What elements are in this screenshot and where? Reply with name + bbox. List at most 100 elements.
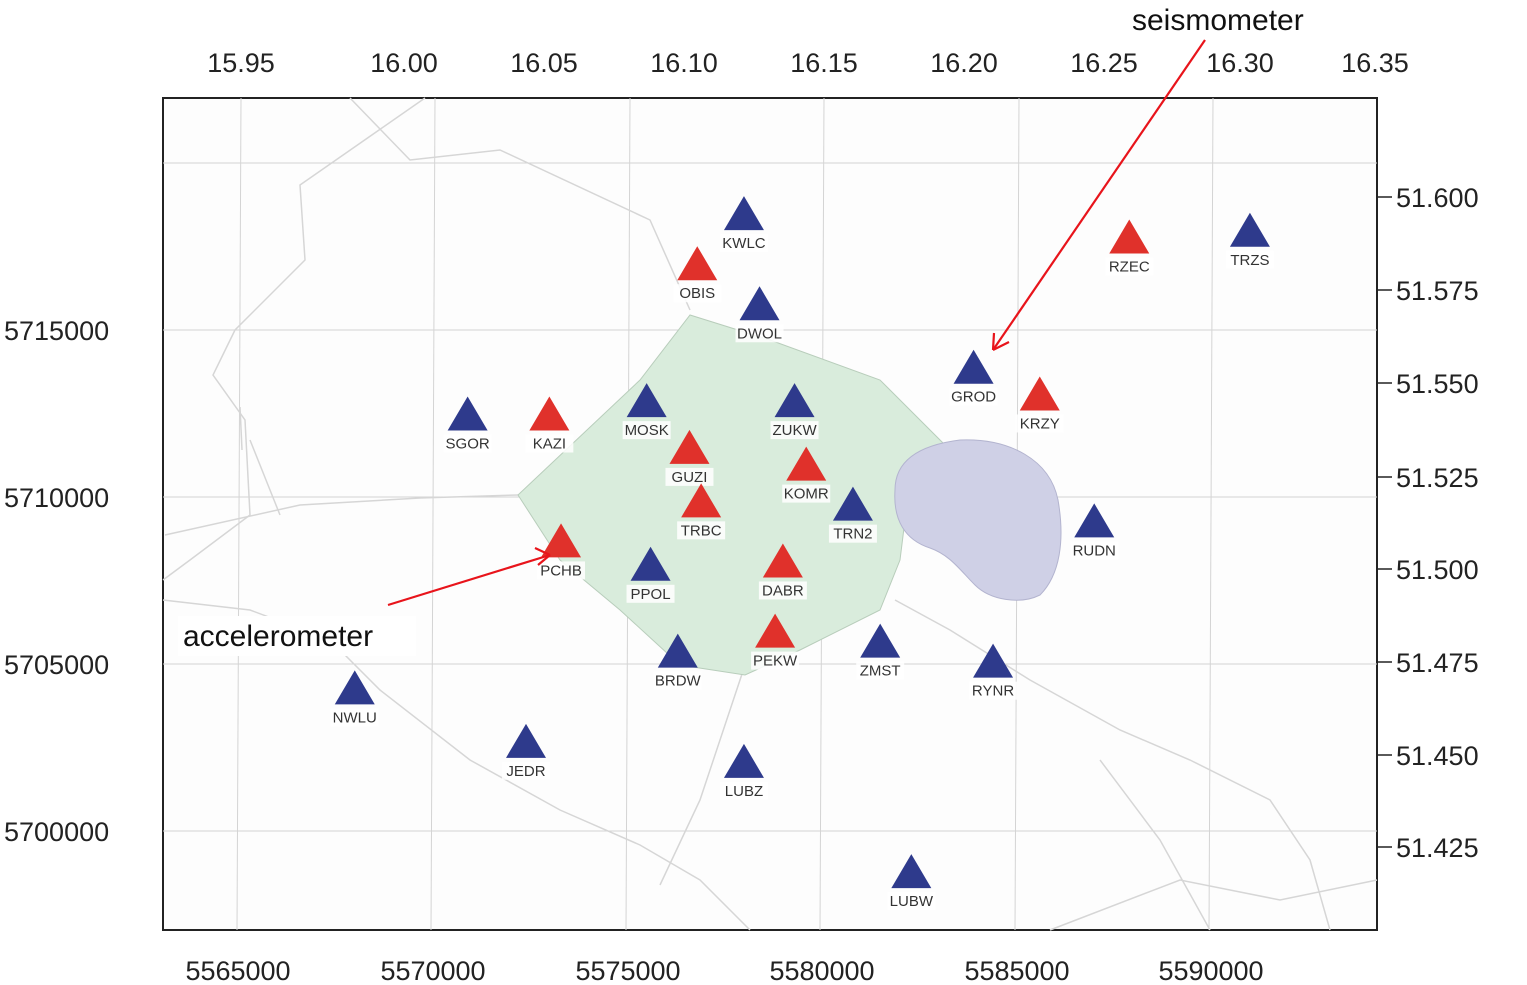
station-grod: GROD <box>949 349 998 406</box>
station-label: TRN2 <box>833 526 872 543</box>
station-rudn: RUDN <box>1070 503 1119 560</box>
station-dwol: DWOL <box>735 286 784 343</box>
axis-top: 15.95 16.00 16.05 16.10 16.15 16.20 16.2… <box>207 48 1409 78</box>
reservoir <box>894 439 1062 601</box>
station-krzy: KRZY <box>1015 376 1064 433</box>
station-label: GROD <box>951 389 996 406</box>
seismometer-triangle-icon <box>953 349 994 384</box>
accelerometer-triangle-icon <box>762 543 803 578</box>
station-pekw: PEKW <box>751 613 800 670</box>
seismometer-triangle-icon <box>506 723 547 758</box>
station-label-bg <box>665 467 714 486</box>
station-label: ZMST <box>860 663 901 680</box>
seismometer-triangle-icon <box>891 854 932 889</box>
axis-right-label: 51.525 <box>1396 463 1479 493</box>
seismometer-triangle-icon <box>739 286 780 321</box>
station-label: KAZI <box>533 436 566 453</box>
axis-top-label: 16.30 <box>1206 48 1274 78</box>
station-label-bg <box>673 284 722 303</box>
seismometer-triangle-icon <box>630 546 671 581</box>
station-label-bg <box>1015 414 1064 433</box>
seismometer-arrow-head <box>991 332 1010 351</box>
seismometer-triangle-icon <box>723 743 764 778</box>
seismometer-triangle-icon <box>657 633 698 668</box>
station-label-bg <box>525 434 574 453</box>
accelerometer-annotation: accelerometer <box>183 620 373 653</box>
station-label-bg <box>677 521 726 540</box>
stations-layer: KWLC OBIS DWOL RZEC TRZS GROD KRZY SGOR KAZI MOSK… <box>330 196 1274 911</box>
axis-left-label: 5700000 <box>4 817 109 847</box>
station-label: BRDW <box>655 673 702 690</box>
station-label-bg <box>828 524 877 543</box>
seismometer-triangle-icon <box>626 383 667 418</box>
station-label: GUZI <box>672 469 708 486</box>
station-label: JEDR <box>506 763 545 780</box>
accelerometer-triangle-icon <box>541 523 582 558</box>
station-label-bg <box>770 421 819 440</box>
station-label-bg <box>969 681 1018 700</box>
station-label: RZEC <box>1109 258 1150 275</box>
station-label: DWOL <box>737 325 782 342</box>
accelerometer-arrow <box>387 553 551 607</box>
station-label: NWLU <box>333 709 377 726</box>
axis-left-label: 5715000 <box>4 316 109 346</box>
accelerometer-triangle-icon <box>755 613 796 648</box>
accelerometer-triangle-icon <box>786 446 827 481</box>
station-label-bg <box>719 781 768 800</box>
axis-top-label: 16.20 <box>930 48 998 78</box>
accelerometer-annotation-bg <box>178 616 416 656</box>
station-nwlu: NWLU <box>330 670 379 727</box>
station-label: PPOL <box>631 586 671 603</box>
seismometer-triangle-icon <box>334 670 375 705</box>
station-jedr: JEDR <box>502 723 551 780</box>
accelerometer-triangle-icon <box>681 483 722 518</box>
axis-left: 5715000 5710000 5705000 5700000 <box>4 316 109 847</box>
axis-top-label: 16.25 <box>1070 48 1138 78</box>
accelerometer-arrow-head <box>534 547 551 566</box>
station-label: RUDN <box>1073 542 1116 559</box>
station-lubz: LUBZ <box>719 743 768 800</box>
station-label-bg <box>949 387 998 406</box>
seismometer-arrow <box>992 39 1206 351</box>
axis-bottom-label: 5575000 <box>575 956 680 985</box>
station-label-bg <box>537 561 586 580</box>
station-trbc: TRBC <box>677 483 726 540</box>
station-label: PEKW <box>753 653 798 670</box>
seismometer-triangle-icon <box>973 643 1014 678</box>
axis-bottom-label: 5565000 <box>185 956 290 985</box>
axis-top-label: 16.00 <box>370 48 438 78</box>
axis-bottom-label: 5570000 <box>380 956 485 985</box>
station-label: SGOR <box>446 436 490 453</box>
axis-top-label: 16.05 <box>510 48 578 78</box>
station-zukw: ZUKW <box>770 383 819 440</box>
station-guzi: GUZI <box>665 429 714 486</box>
station-label: MOSK <box>625 422 669 439</box>
station-label-bg <box>622 421 671 440</box>
station-lubw: LUBW <box>887 854 936 911</box>
seismometer-triangle-icon <box>860 623 901 658</box>
station-label-bg <box>887 892 936 911</box>
station-label-bg <box>856 661 905 680</box>
station-trzs: TRZS <box>1225 212 1274 269</box>
axis-top-label: 15.95 <box>207 48 275 78</box>
axis-right-label: 51.575 <box>1396 276 1479 306</box>
station-label: TRBC <box>681 522 722 539</box>
axis-right-label: 51.450 <box>1396 741 1479 771</box>
station-komr: KOMR <box>782 446 831 503</box>
station-dabr: DABR <box>758 543 807 600</box>
seismometer-triangle-icon <box>1229 212 1270 247</box>
station-kazi: KAZI <box>525 396 574 453</box>
station-label-bg <box>443 434 492 453</box>
station-rynr: RYNR <box>969 643 1018 700</box>
station-label-bg <box>653 671 702 690</box>
station-label: OBIS <box>679 285 715 302</box>
seismometer-triangle-icon <box>832 486 873 521</box>
axis-bottom-label: 5590000 <box>1158 956 1263 985</box>
station-label-bg <box>758 581 807 600</box>
station-label: KWLC <box>722 235 766 252</box>
station-kwlc: KWLC <box>719 196 768 253</box>
axis-top-label: 16.10 <box>650 48 718 78</box>
axis-top-label: 16.15 <box>790 48 858 78</box>
station-pchb: PCHB <box>537 523 586 580</box>
